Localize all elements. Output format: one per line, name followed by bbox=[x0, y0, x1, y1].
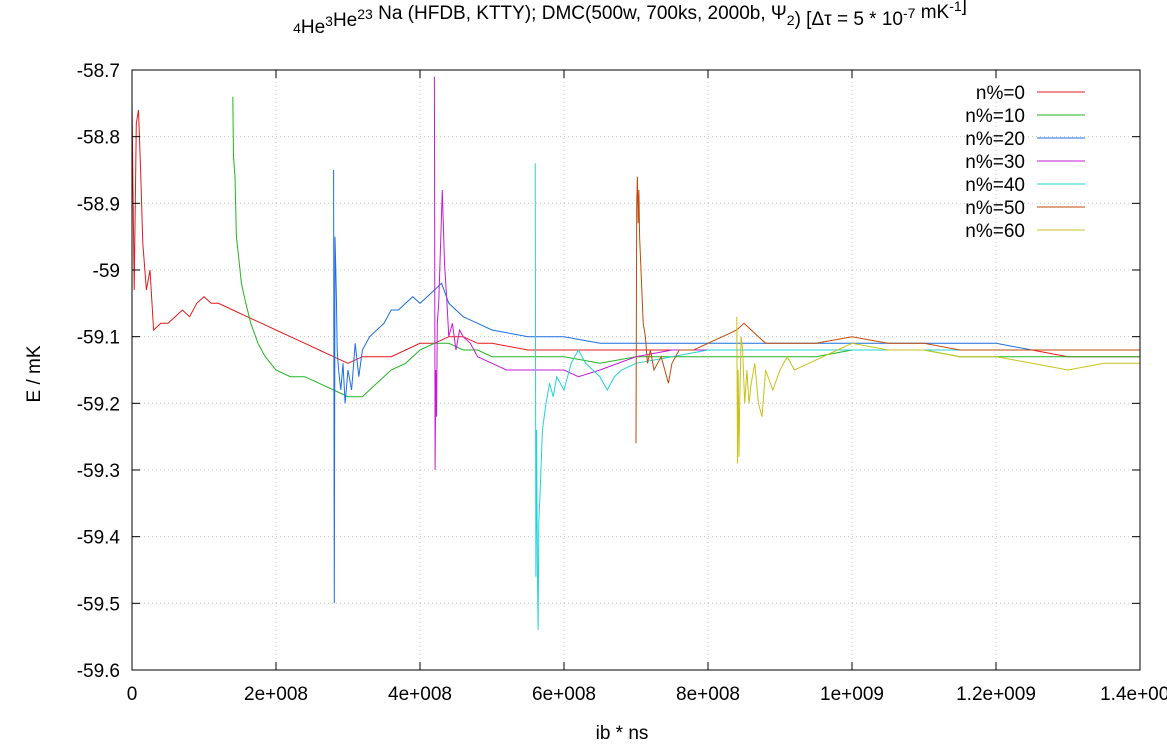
y-tick-label: -58.9 bbox=[77, 194, 120, 215]
chart-title-part: ] bbox=[962, 0, 967, 16]
chart-title-part: 4 bbox=[293, 20, 301, 36]
chart-title-part: mK bbox=[915, 2, 949, 23]
legend-label-0: n%=0 bbox=[976, 83, 1025, 104]
chart-title: 4He3He23 Na (HFDB, KTTY); DMC(500w, 700k… bbox=[293, 0, 967, 38]
y-tick-label: -59 bbox=[93, 261, 120, 282]
x-tick-label: 1.4e+009 bbox=[1100, 684, 1167, 705]
x-tick-label: 1.2e+009 bbox=[956, 684, 1036, 705]
y-tick-label: -59.4 bbox=[77, 528, 121, 549]
x-tick-label: 4e+008 bbox=[388, 684, 452, 705]
x-tick-label: 0 bbox=[127, 684, 138, 705]
y-axis-title: E / mK bbox=[24, 345, 45, 402]
y-tick-label: -59.5 bbox=[77, 594, 120, 615]
chart-title-part: ) [Δτ = 5 * 10 bbox=[795, 9, 903, 30]
x-tick-label: 6e+008 bbox=[532, 684, 596, 705]
x-tick-label: 8e+008 bbox=[676, 684, 740, 705]
legend-label-4: n%=40 bbox=[965, 175, 1025, 196]
y-tick-label: -59.3 bbox=[77, 461, 120, 482]
chart-title-part: He bbox=[333, 10, 357, 31]
x-axis-title: ib * ns bbox=[596, 723, 649, 744]
legend-label-1: n%=10 bbox=[965, 106, 1025, 127]
chart-title-part: -1 bbox=[949, 0, 962, 14]
y-axis: -59.6 -59.5 -59.4 -59.3 -59.2 -59.1 -59 -58.9 -5… bbox=[77, 61, 1140, 682]
x-axis: 0 2e+008 4e+008 6e+008 8e+008 1e+009 1.2e+009 1… bbox=[127, 70, 1167, 705]
y-tick-label: -59.6 bbox=[77, 661, 120, 682]
x-tick-label: 1e+009 bbox=[820, 684, 884, 705]
chart-title-part: He bbox=[301, 17, 325, 38]
x-tick-label: 2e+008 bbox=[244, 684, 308, 705]
grid bbox=[132, 70, 1140, 670]
series-line-4 bbox=[534, 163, 1140, 631]
series-line-2 bbox=[333, 169, 1140, 604]
y-tick-label: -58.7 bbox=[77, 61, 120, 82]
chart-title-part: -7 bbox=[903, 5, 916, 21]
legend-label-6: n%=60 bbox=[965, 221, 1025, 242]
y-tick-label: -58.8 bbox=[77, 128, 120, 149]
legend-label-2: n%=20 bbox=[965, 129, 1025, 150]
chart-title-part: 23 bbox=[357, 6, 373, 22]
chart-title-part: 3 bbox=[325, 13, 333, 29]
y-tick-label: -59.1 bbox=[77, 328, 120, 349]
legend-label-5: n%=50 bbox=[965, 198, 1025, 219]
chart-title-part: 2 bbox=[787, 12, 795, 28]
series-layer bbox=[131, 76, 1140, 631]
series-line-5 bbox=[635, 176, 1140, 444]
series-line-6 bbox=[736, 316, 1140, 464]
legend-label-3: n%=30 bbox=[965, 152, 1025, 173]
chart-title-part: Na (HFDB, KTTY); DMC(500w, 700ks, 2000b,… bbox=[373, 3, 787, 24]
legend: n%=0n%=10n%=20n%=30n%=40n%=50n%=60 bbox=[965, 83, 1085, 242]
plot-frame bbox=[131, 69, 1141, 671]
y-tick-label: -59.2 bbox=[77, 394, 120, 415]
